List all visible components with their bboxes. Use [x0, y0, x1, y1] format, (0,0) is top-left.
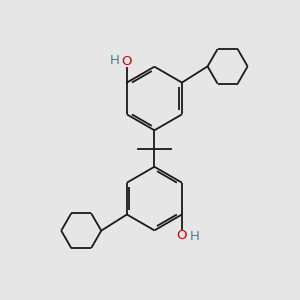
Text: H: H: [189, 230, 199, 243]
Text: O: O: [177, 229, 187, 242]
Text: O: O: [122, 55, 132, 68]
Text: H: H: [110, 54, 119, 67]
